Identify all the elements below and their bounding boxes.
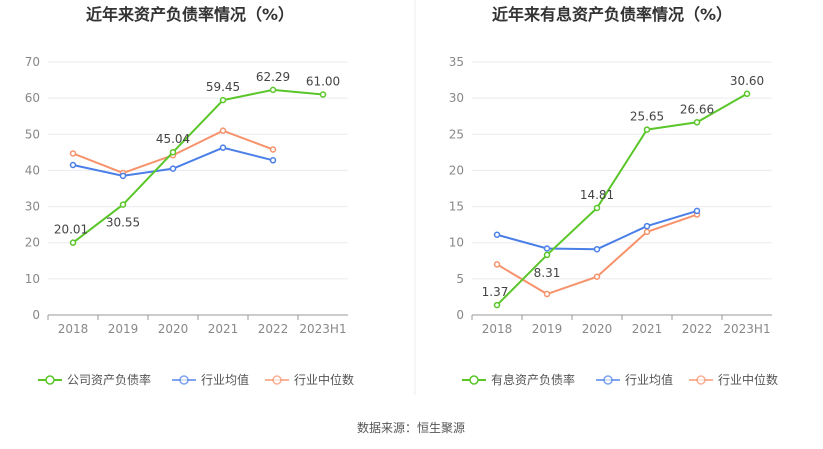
series-line bbox=[496, 213, 698, 296]
data-label: 1.37 bbox=[482, 285, 509, 299]
legend-label: 公司资产负债率 bbox=[67, 372, 151, 387]
data-point bbox=[119, 172, 127, 180]
y-tick-label: 40 bbox=[25, 163, 40, 177]
y-tick-label: 10 bbox=[449, 236, 464, 250]
data-point bbox=[493, 261, 501, 268]
data-label: 61.00 bbox=[306, 75, 340, 89]
legend-marker-icon bbox=[696, 375, 706, 385]
data-point bbox=[169, 148, 177, 156]
data-label: 25.65 bbox=[630, 110, 664, 124]
y-tick-label: 5 bbox=[456, 272, 464, 286]
x-tick-label: 2021 bbox=[208, 322, 239, 336]
data-point bbox=[693, 207, 701, 215]
legend-marker-icon bbox=[179, 375, 189, 385]
data-point bbox=[593, 204, 601, 212]
y-tick-label: 60 bbox=[25, 91, 40, 105]
y-tick-label: 30 bbox=[25, 200, 40, 214]
data-point bbox=[493, 301, 501, 309]
y-tick-label: 20 bbox=[449, 163, 464, 177]
y-tick-label: 30 bbox=[449, 91, 464, 105]
x-tick-label: 2022 bbox=[682, 322, 713, 336]
x-tick-label: 2019 bbox=[108, 322, 139, 336]
legend-marker-icon bbox=[272, 375, 282, 385]
data-point bbox=[69, 161, 77, 169]
y-tick-label: 10 bbox=[25, 272, 40, 286]
data-point bbox=[643, 228, 651, 236]
y-tick-label: 25 bbox=[449, 127, 464, 141]
chart-title: 近年来资产负债率情况（%） bbox=[86, 5, 294, 24]
data-point bbox=[219, 127, 227, 134]
data-label: 14.81 bbox=[580, 188, 614, 202]
data-point bbox=[643, 222, 651, 230]
data-label: 30.55 bbox=[106, 216, 140, 230]
x-tick-label: 2023H1 bbox=[723, 322, 770, 336]
data-point bbox=[219, 144, 227, 151]
legend-marker-icon bbox=[469, 375, 479, 385]
legend-marker-icon bbox=[45, 375, 55, 385]
data-label: 20.01 bbox=[54, 223, 88, 237]
data-point bbox=[743, 90, 751, 98]
series-line bbox=[496, 209, 698, 251]
data-point bbox=[69, 239, 77, 246]
y-tick-label: 50 bbox=[25, 127, 40, 141]
data-label: 30.60 bbox=[730, 74, 764, 88]
data-point bbox=[543, 251, 551, 259]
x-tick-label: 2020 bbox=[582, 322, 613, 336]
data-point bbox=[593, 273, 601, 280]
data-point bbox=[319, 91, 327, 98]
data-point bbox=[643, 126, 651, 133]
data-point bbox=[219, 96, 227, 104]
data-point bbox=[593, 245, 601, 253]
data-point bbox=[119, 201, 127, 208]
x-tick-label: 2018 bbox=[482, 322, 513, 336]
legend-label: 行业均值 bbox=[625, 372, 673, 387]
data-label: 62.29 bbox=[256, 70, 290, 84]
data-point bbox=[269, 86, 277, 94]
x-tick-label: 2020 bbox=[158, 322, 189, 336]
y-tick-label: 70 bbox=[25, 55, 40, 69]
data-point bbox=[493, 231, 501, 239]
x-tick-label: 2018 bbox=[58, 322, 89, 336]
data-label: 45.04 bbox=[156, 132, 190, 146]
data-point bbox=[269, 146, 277, 153]
x-tick-label: 2022 bbox=[258, 322, 289, 336]
data-label: 59.45 bbox=[206, 80, 240, 94]
data-label: 26.66 bbox=[680, 102, 714, 116]
x-tick-label: 2019 bbox=[532, 322, 563, 336]
y-tick-label: 20 bbox=[25, 236, 40, 250]
legend-marker-icon bbox=[603, 375, 613, 385]
legend-label: 行业中位数 bbox=[718, 372, 778, 387]
legend-label: 有息资产负债率 bbox=[491, 372, 575, 387]
data-point bbox=[543, 290, 551, 298]
data-point bbox=[169, 165, 177, 172]
data-point bbox=[269, 157, 277, 164]
series-line bbox=[496, 92, 748, 306]
chart-title: 近年来有息资产负债率情况（%） bbox=[492, 5, 732, 24]
data-point bbox=[693, 119, 701, 126]
y-tick-label: 35 bbox=[449, 55, 464, 69]
source-text: 数据来源：恒生聚源 bbox=[357, 420, 465, 435]
y-tick-label: 0 bbox=[456, 308, 464, 322]
series-line bbox=[72, 88, 324, 244]
data-point bbox=[543, 245, 551, 252]
data-label: 8.31 bbox=[534, 266, 561, 280]
x-tick-label: 2021 bbox=[632, 322, 663, 336]
data-point bbox=[69, 150, 77, 157]
legend-label: 行业均值 bbox=[201, 372, 249, 387]
y-tick-label: 0 bbox=[32, 308, 40, 322]
y-tick-label: 15 bbox=[449, 200, 464, 214]
legend-label: 行业中位数 bbox=[294, 372, 354, 387]
x-tick-label: 2023H1 bbox=[299, 322, 346, 336]
